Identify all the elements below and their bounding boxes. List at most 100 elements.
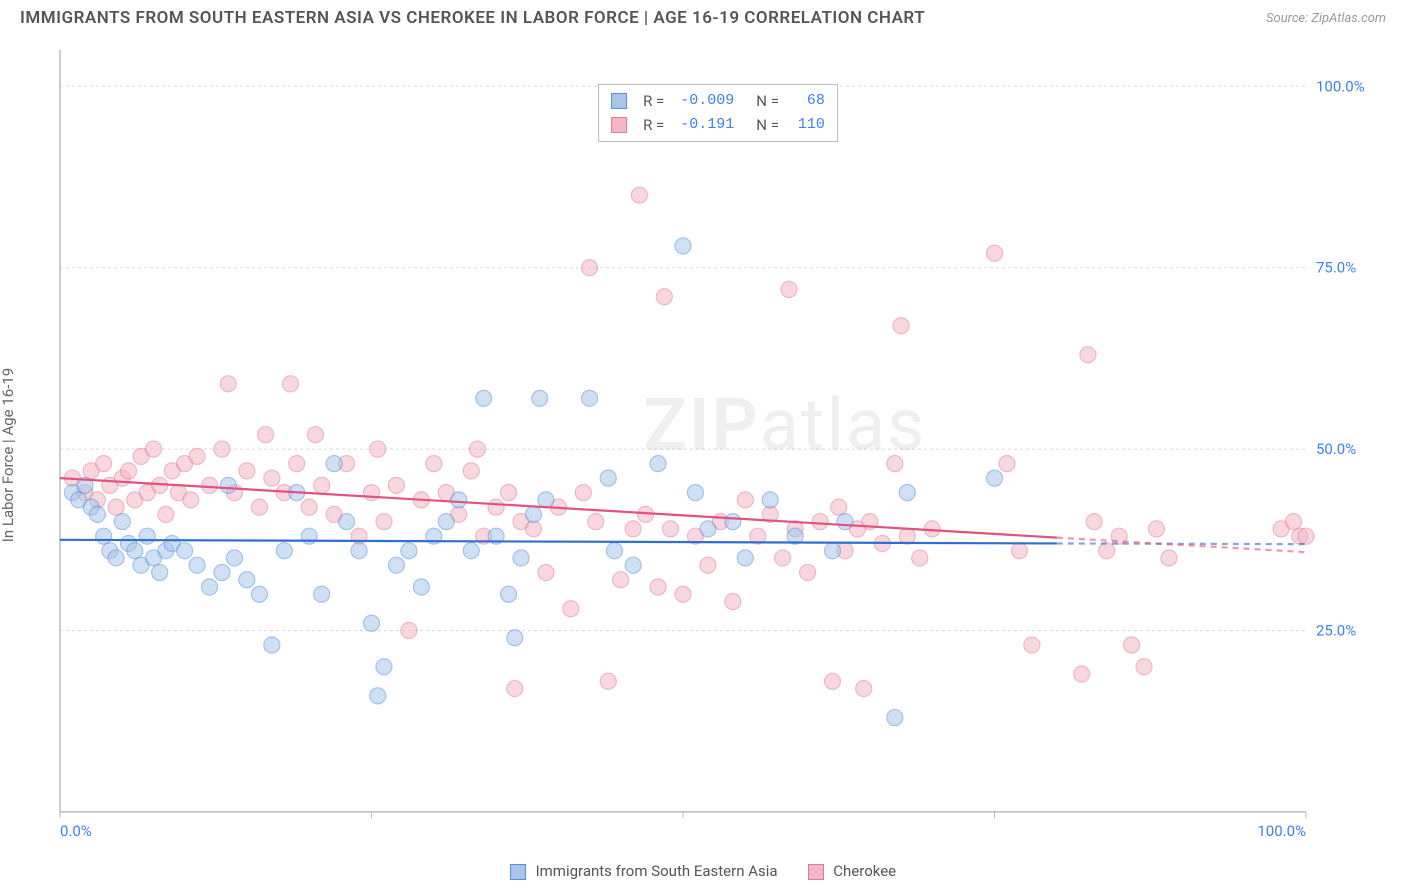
chart-area: 25.0%50.0%75.0%100.0%0.0%100.0% ZIPatlas… [50, 40, 1386, 842]
data-point [121, 463, 137, 479]
data-point [513, 550, 529, 566]
data-point [899, 485, 915, 501]
data-point [675, 238, 691, 254]
data-point [158, 506, 174, 522]
legend-swatch [611, 93, 627, 109]
data-point [825, 543, 841, 559]
data-point [401, 623, 417, 639]
data-point [887, 456, 903, 472]
data-point [856, 681, 872, 697]
data-point [301, 499, 317, 515]
data-point [202, 477, 218, 493]
data-point [837, 514, 853, 530]
data-point [725, 593, 741, 609]
data-point [127, 543, 143, 559]
data-point [1099, 543, 1115, 559]
data-point [239, 572, 255, 588]
data-point [114, 514, 130, 530]
data-point [800, 564, 816, 580]
data-point [264, 470, 280, 486]
data-point [488, 499, 504, 515]
data-point [650, 456, 666, 472]
legend-r-value: -0.191 [674, 113, 734, 137]
data-point [501, 586, 517, 602]
scatter-plot: 25.0%50.0%75.0%100.0%0.0%100.0% [50, 40, 1386, 842]
y-tick-label: 50.0% [1316, 440, 1356, 458]
data-point [220, 376, 236, 392]
data-point [413, 579, 429, 595]
data-point [663, 521, 679, 537]
data-point [1024, 637, 1040, 653]
data-point [625, 557, 641, 573]
legend-swatch [611, 117, 627, 133]
data-point [687, 485, 703, 501]
legend-swatch [510, 864, 526, 880]
data-point [251, 499, 267, 515]
chart-title: IMMIGRANTS FROM SOUTH EASTERN ASIA VS CH… [20, 8, 925, 28]
data-point [538, 564, 554, 580]
data-point [737, 550, 753, 566]
data-point [258, 427, 274, 443]
data-point [139, 528, 155, 544]
data-point [314, 586, 330, 602]
y-tick-label: 25.0% [1316, 622, 1356, 640]
data-point [214, 441, 230, 457]
data-point [339, 514, 355, 530]
legend-row: R = -0.191 N = 110 [611, 113, 825, 137]
data-point [525, 521, 541, 537]
data-point [364, 615, 380, 631]
data-point [1080, 347, 1096, 363]
data-point [469, 441, 485, 457]
data-point [600, 673, 616, 689]
y-tick-label: 100.0% [1316, 77, 1365, 95]
data-point [220, 477, 236, 493]
data-point [987, 245, 1003, 261]
y-tick-label: 75.0% [1316, 259, 1356, 277]
data-point [737, 492, 753, 508]
data-point [1161, 550, 1177, 566]
data-point [831, 499, 847, 515]
data-point [775, 550, 791, 566]
data-point [613, 572, 629, 588]
data-point [289, 456, 305, 472]
data-point [507, 681, 523, 697]
legend-n-label: N = [756, 113, 779, 137]
data-point [507, 630, 523, 646]
data-point [283, 376, 299, 392]
data-point [426, 456, 442, 472]
legend-r-label: R = [643, 113, 664, 137]
data-point [631, 187, 647, 203]
data-point [177, 543, 193, 559]
data-point [987, 470, 1003, 486]
data-point [563, 601, 579, 617]
data-point [326, 456, 342, 472]
data-point [1136, 659, 1152, 675]
data-point [438, 514, 454, 530]
bottom-legend: Immigrants from South Eastern Asia Chero… [0, 862, 1406, 880]
data-point [501, 485, 517, 501]
data-point [825, 673, 841, 689]
legend-swatch [808, 864, 824, 880]
data-point [912, 550, 928, 566]
legend-n-label: N = [756, 89, 779, 113]
data-point [152, 564, 168, 580]
data-point [1086, 514, 1102, 530]
x-tick-label: 0.0% [60, 822, 92, 840]
data-point [351, 543, 367, 559]
legend-item: Cherokee [808, 862, 897, 880]
data-point [625, 521, 641, 537]
legend-row: R = -0.009 N = 68 [611, 89, 825, 113]
data-point [451, 492, 467, 508]
data-point [251, 586, 267, 602]
data-point [588, 514, 604, 530]
data-point [812, 514, 828, 530]
data-point [575, 485, 591, 501]
data-point [202, 579, 218, 595]
data-point [370, 688, 386, 704]
data-point [1286, 514, 1302, 530]
legend-item: Immigrants from South Eastern Asia [510, 862, 778, 880]
data-point [463, 463, 479, 479]
data-point [96, 528, 112, 544]
data-point [725, 514, 741, 530]
data-point [582, 260, 598, 276]
